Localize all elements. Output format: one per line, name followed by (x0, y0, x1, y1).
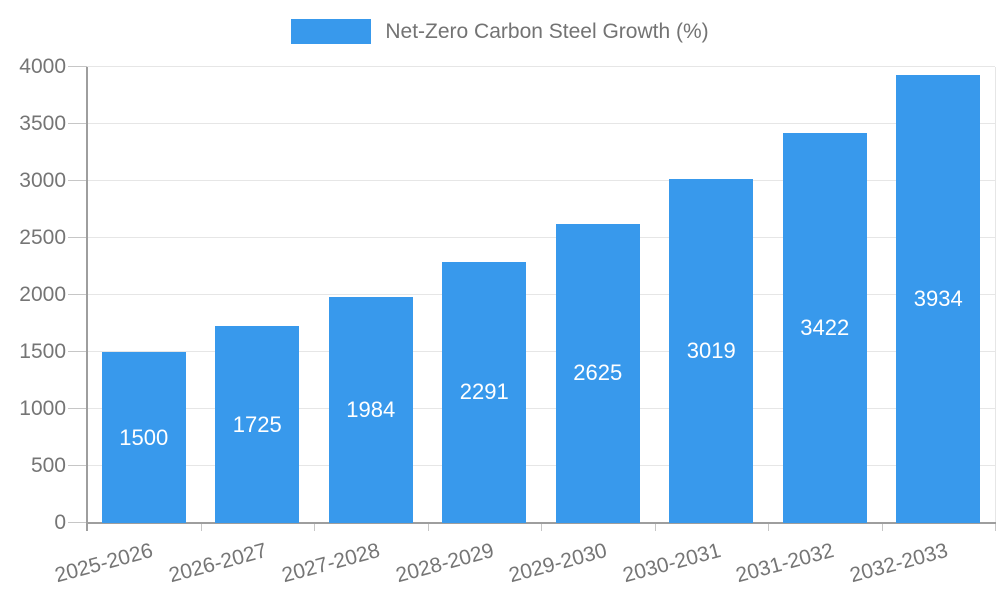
x-axis-tick (768, 524, 769, 531)
y-gridline (87, 465, 995, 466)
x-axis-tick (541, 524, 542, 531)
y-axis-tick-label: 3000 (19, 169, 66, 192)
x-axis-tick-label: 2031-2032 (733, 539, 837, 588)
bar-2029-2030[interactable]: 2625 (555, 223, 640, 523)
y-axis-tick (68, 294, 87, 295)
y-axis-tick (68, 180, 87, 181)
x-axis-tick-label: 2025-2026 (52, 539, 156, 588)
legend[interactable]: Net-Zero Carbon Steel Growth (%) (0, 19, 1000, 44)
bar-2031-2032[interactable]: 3422 (782, 132, 867, 523)
bar-2032-2033[interactable]: 3934 (896, 74, 981, 523)
bar-value-label: 3934 (913, 285, 963, 311)
legend-swatch-icon (291, 19, 372, 44)
y-axis-tick (68, 408, 87, 409)
bar-2030-2031[interactable]: 3019 (669, 178, 754, 523)
bar-value-label: 1725 (232, 411, 282, 437)
y-axis-tick-label: 1500 (19, 340, 66, 363)
x-axis-tick (995, 524, 996, 531)
y-gridline (87, 66, 995, 67)
x-axis-tick (427, 524, 429, 531)
bar-value-label: 3422 (800, 314, 850, 340)
y-gridline (87, 123, 995, 124)
y-axis-tick-label: 500 (30, 454, 66, 477)
y-axis-tick-label: 4000 (19, 55, 66, 78)
y-axis-tick-label: 2000 (19, 283, 66, 306)
bar-value-label: 2625 (573, 360, 623, 386)
bar-value-label: 3019 (686, 337, 736, 363)
y-axis-tick (68, 66, 87, 67)
x-axis-tick (200, 524, 202, 531)
x-axis-line (87, 522, 996, 524)
x-axis-tick-label: 2032-2033 (847, 539, 951, 588)
bar-2025-2026[interactable]: 1500 (101, 352, 186, 523)
plot-right-border (995, 67, 996, 523)
y-gridline (87, 237, 995, 238)
bar-2027-2028[interactable]: 1984 (328, 296, 413, 523)
bar-2026-2027[interactable]: 1725 (215, 326, 300, 523)
y-axis-tick-label: 1000 (19, 397, 66, 420)
y-gridline (87, 408, 995, 409)
x-axis-tick (314, 524, 315, 531)
x-axis-tick (881, 524, 883, 531)
y-axis-line (86, 67, 88, 531)
x-axis-tick-label: 2027-2028 (279, 539, 383, 588)
bar-value-label: 2291 (459, 379, 509, 405)
x-axis-tick-label: 2026-2027 (166, 539, 270, 588)
y-axis-tick (68, 123, 87, 124)
y-axis-tick-label: 3500 (19, 112, 66, 135)
legend-label: Net-Zero Carbon Steel Growth (%) (385, 19, 709, 43)
y-gridline (87, 180, 995, 181)
x-axis-tick-label: 2029-2030 (506, 539, 610, 588)
bar-value-label: 1984 (346, 396, 396, 422)
bar-2028-2029[interactable]: 2291 (442, 261, 527, 523)
y-axis-tick (68, 237, 87, 238)
x-axis-tick-label: 2028-2029 (393, 539, 497, 588)
y-axis-tick-label: 2500 (19, 226, 66, 249)
y-axis-tick (68, 465, 87, 466)
y-axis-tick (68, 522, 87, 523)
y-axis-tick-label: 0 (54, 511, 66, 534)
x-axis-tick (654, 524, 656, 531)
bar-value-label: 1500 (119, 424, 169, 450)
x-axis-tick-label: 2030-2031 (620, 539, 724, 588)
y-axis-tick (68, 351, 87, 352)
y-gridline (87, 294, 995, 295)
y-gridline (87, 351, 995, 352)
